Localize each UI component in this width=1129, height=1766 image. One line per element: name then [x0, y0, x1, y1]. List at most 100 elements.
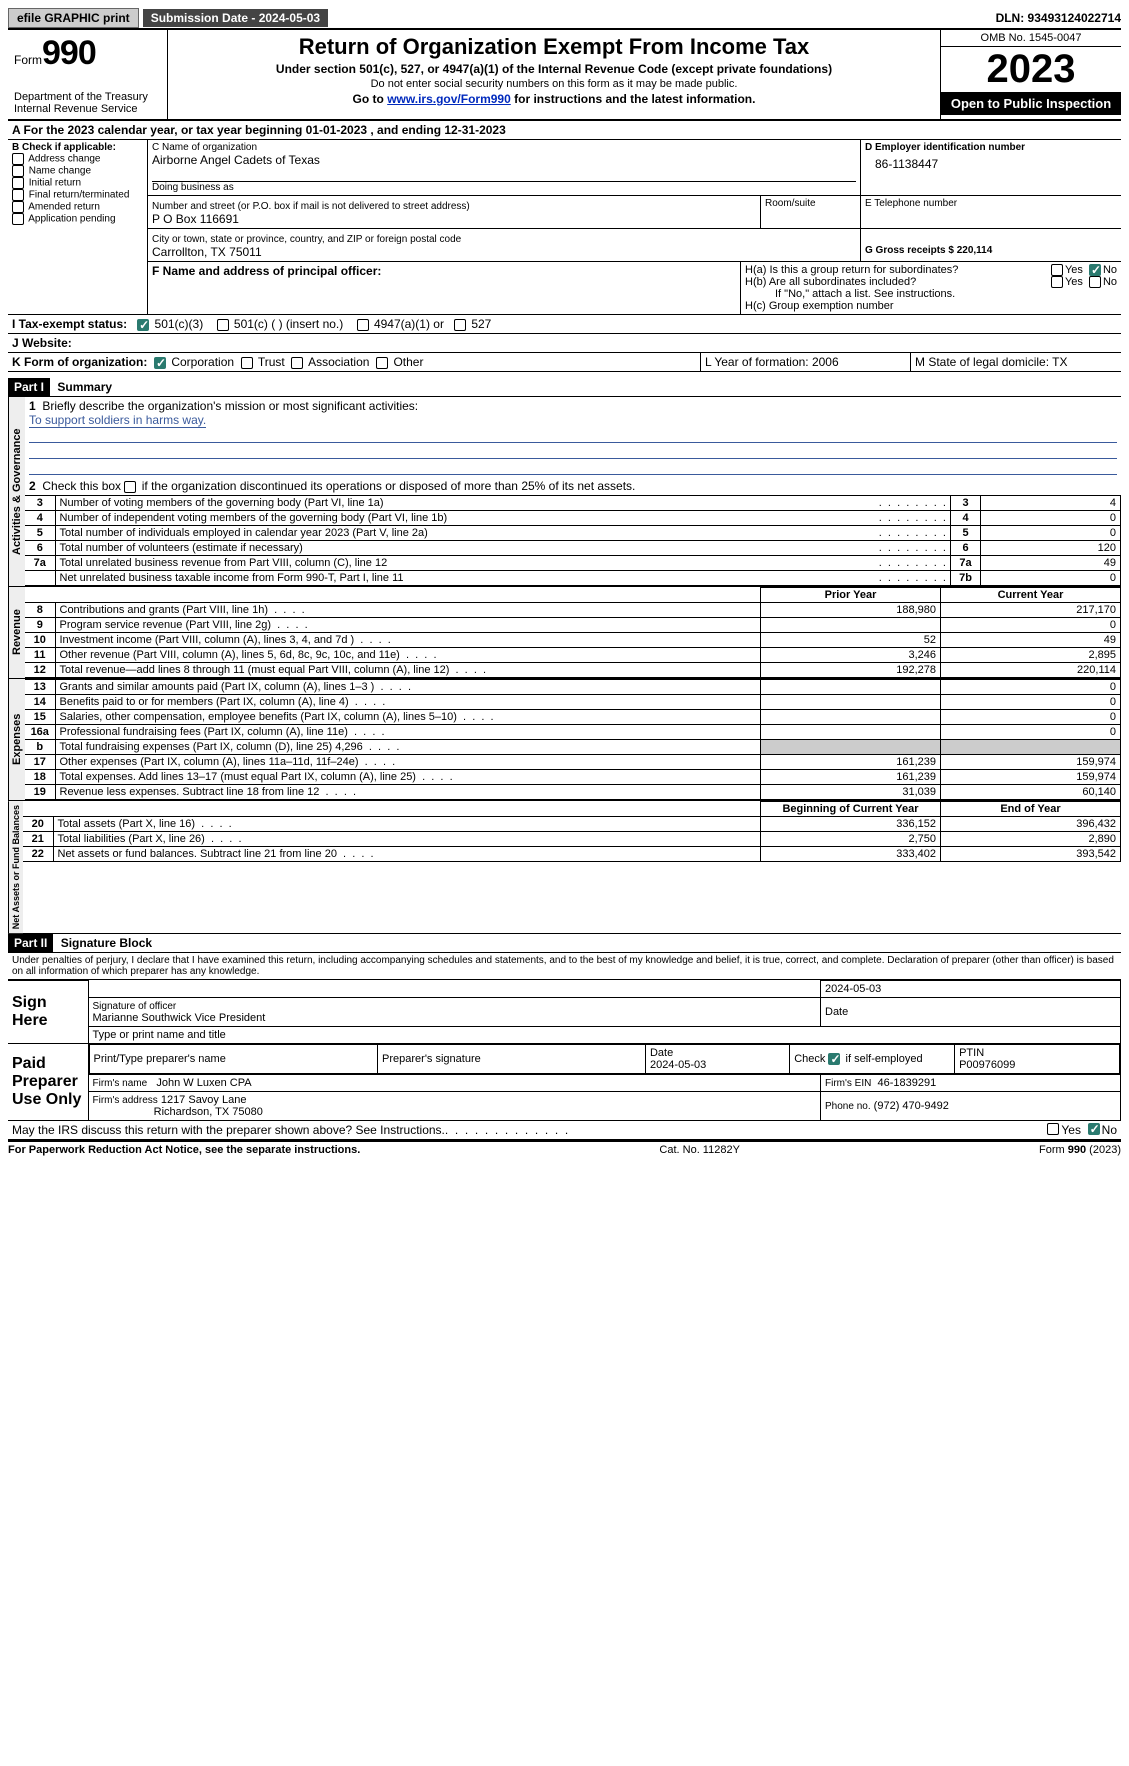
- self-employed-checkbox[interactable]: [828, 1053, 840, 1065]
- b-opt-checkbox[interactable]: [12, 213, 24, 225]
- footer-right: Form 990 (2023): [1039, 1144, 1121, 1156]
- no-label: No: [1103, 264, 1117, 276]
- label-j: J Website:: [12, 336, 72, 350]
- section-label-revenue: Revenue: [8, 587, 25, 678]
- prep-name-label: Print/Type preparer's name: [89, 1045, 378, 1074]
- revenue-table: Prior YearCurrent Year8Contributions and…: [25, 587, 1121, 678]
- footer-mid: Cat. No. 11282Y: [659, 1144, 740, 1156]
- b-opt-checkbox[interactable]: [12, 165, 24, 177]
- i-501c3-checkbox[interactable]: [137, 319, 149, 331]
- paid-preparer-label: Paid Preparer Use Only: [8, 1044, 88, 1121]
- discuss-label: May the IRS discuss this return with the…: [12, 1123, 445, 1137]
- dept-label: Department of the Treasury Internal Reve…: [14, 91, 161, 115]
- expenses-table: 13Grants and similar amounts paid (Part …: [25, 679, 1121, 800]
- part-ii-title: Signature Block: [61, 936, 152, 950]
- k-other-checkbox[interactable]: [376, 357, 388, 369]
- open-to-public: Open to Public Inspection: [941, 92, 1121, 115]
- part-ii-header: Part II: [8, 934, 53, 952]
- discuss-yes-checkbox[interactable]: [1047, 1123, 1059, 1135]
- hb-yes-checkbox[interactable]: [1051, 276, 1063, 288]
- i-527-checkbox[interactable]: [454, 319, 466, 331]
- label-f-officer: F Name and address of principal officer:: [152, 264, 381, 278]
- sig-officer-label: Signature of officer: [93, 1001, 177, 1012]
- label-city: City or town, state or province, country…: [152, 234, 461, 245]
- prep-sig-label: Preparer's signature: [378, 1045, 646, 1074]
- org-name: Airborne Angel Cadets of Texas: [152, 153, 856, 167]
- hb-no-checkbox[interactable]: [1089, 276, 1101, 288]
- form-subtitle-1: Under section 501(c), 527, or 4947(a)(1)…: [174, 62, 934, 76]
- label-g-receipts: G Gross receipts $ 220,114: [865, 245, 1117, 256]
- entity-block: B Check if applicable: Address change Na…: [8, 140, 1121, 315]
- goto-pre: Go to: [353, 92, 388, 106]
- form-prefix: Form: [14, 53, 42, 67]
- b-opt-checkbox[interactable]: [12, 189, 24, 201]
- form-header: Form990 Department of the Treasury Inter…: [8, 30, 1121, 121]
- sign-here-label: Sign Here: [8, 981, 88, 1044]
- label-e-phone: E Telephone number: [861, 196, 1121, 229]
- label-l: L Year of formation: 2006: [701, 353, 911, 371]
- ein-value: 86-1138447: [875, 157, 1117, 171]
- mission-text: To support soldiers in harms way.: [29, 413, 206, 428]
- firm-addr1: 1217 Savoy Lane: [161, 1094, 247, 1106]
- label-hb-note: If "No," attach a list. See instructions…: [775, 288, 1117, 300]
- date-label: Date: [821, 998, 1121, 1027]
- submission-date: Submission Date - 2024-05-03: [143, 9, 328, 27]
- form-number: 990: [42, 34, 96, 72]
- section-b-title: B Check if applicable:: [12, 142, 143, 153]
- label-addr: Number and street (or P.O. box if mail i…: [152, 201, 470, 212]
- firm-ein-label: Firm's EIN: [825, 1078, 871, 1089]
- type-name-label: Type or print name and title: [88, 1027, 1121, 1044]
- top-bar: efile GRAPHIC print Submission Date - 20…: [8, 8, 1121, 30]
- firm-addr-label: Firm's address: [93, 1095, 158, 1106]
- signature-table: Sign Here 2024-05-03 Signature of office…: [8, 980, 1121, 1121]
- q2-label: if the organization discontinued its ope…: [142, 479, 636, 493]
- goto-post: for instructions and the latest informat…: [511, 92, 756, 106]
- ha-no-checkbox[interactable]: [1089, 264, 1101, 276]
- k-assoc-checkbox[interactable]: [291, 357, 303, 369]
- label-i: I Tax-exempt status:: [12, 317, 127, 331]
- firm-addr2: Richardson, TX 75080: [154, 1106, 263, 1118]
- q2-checkbox[interactable]: [124, 481, 136, 493]
- discuss-no-checkbox[interactable]: [1088, 1123, 1100, 1135]
- irs-link[interactable]: www.irs.gov/Form990: [387, 92, 511, 106]
- city-value: Carrollton, TX 75011: [152, 245, 262, 259]
- efile-print-button[interactable]: efile GRAPHIC print: [8, 8, 139, 28]
- label-ha: H(a) Is this a group return for subordin…: [745, 264, 1051, 276]
- label-c-name: C Name of organization: [152, 142, 856, 153]
- sig-officer-name: Marianne Southwick Vice President: [93, 1012, 266, 1024]
- b-opt-checkbox[interactable]: [12, 153, 24, 165]
- label-d-ein: D Employer identification number: [865, 142, 1117, 153]
- phone-value: (972) 470-9492: [874, 1100, 949, 1112]
- governance-table: 3Number of voting members of the governi…: [25, 495, 1121, 586]
- i-501c-checkbox[interactable]: [217, 319, 229, 331]
- label-m: M State of legal domicile: TX: [911, 353, 1121, 371]
- ptin-value: P00976099: [959, 1059, 1015, 1071]
- section-label-netassets: Net Assets or Fund Balances: [8, 801, 23, 933]
- label-k: K Form of organization:: [12, 355, 147, 369]
- omb-number: OMB No. 1545-0047: [941, 30, 1121, 47]
- q1-label: Briefly describe the organization's miss…: [42, 399, 418, 413]
- k-trust-checkbox[interactable]: [241, 357, 253, 369]
- label-dba: Doing business as: [152, 181, 856, 193]
- footer-left: For Paperwork Reduction Act Notice, see …: [8, 1144, 360, 1156]
- label-hc: H(c) Group exemption number: [745, 300, 1117, 312]
- b-opt-checkbox[interactable]: [12, 201, 24, 213]
- label-hb: H(b) Are all subordinates included?: [745, 276, 1051, 288]
- section-label-expenses: Expenses: [8, 679, 25, 800]
- addr-value: P O Box 116691: [152, 212, 239, 226]
- b-opt-checkbox[interactable]: [12, 177, 24, 189]
- page-footer: For Paperwork Reduction Act Notice, see …: [8, 1140, 1121, 1156]
- ptin-label: PTIN: [959, 1047, 984, 1059]
- form-subtitle-2: Do not enter social security numbers on …: [174, 78, 934, 90]
- firm-name: John W Luxen CPA: [156, 1077, 251, 1089]
- dln: DLN: 93493124022714: [996, 11, 1121, 25]
- section-a: A For the 2023 calendar year, or tax yea…: [8, 121, 1121, 140]
- i-4947-checkbox[interactable]: [357, 319, 369, 331]
- form-title: Return of Organization Exempt From Incom…: [174, 34, 934, 60]
- k-corp-checkbox[interactable]: [154, 357, 166, 369]
- perjury-declaration: Under penalties of perjury, I declare th…: [8, 953, 1121, 980]
- ha-yes-checkbox[interactable]: [1051, 264, 1063, 276]
- prep-date: 2024-05-03: [650, 1059, 706, 1071]
- section-label-governance: Activities & Governance: [8, 397, 25, 586]
- part-i-title: Summary: [57, 380, 112, 394]
